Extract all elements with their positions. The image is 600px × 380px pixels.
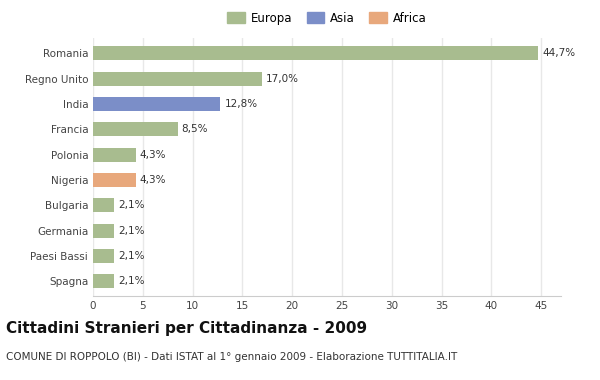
Text: Cittadini Stranieri per Cittadinanza - 2009: Cittadini Stranieri per Cittadinanza - 2… <box>6 321 367 336</box>
Text: COMUNE DI ROPPOLO (BI) - Dati ISTAT al 1° gennaio 2009 - Elaborazione TUTTITALIA: COMUNE DI ROPPOLO (BI) - Dati ISTAT al 1… <box>6 352 457 361</box>
Text: 2,1%: 2,1% <box>118 276 145 286</box>
Bar <box>93 122 178 136</box>
Text: 4,3%: 4,3% <box>140 150 166 160</box>
Text: 44,7%: 44,7% <box>542 48 575 58</box>
Bar <box>93 198 114 212</box>
Legend: Europa, Asia, Africa: Europa, Asia, Africa <box>225 9 429 27</box>
Bar <box>93 173 136 187</box>
Bar <box>93 223 114 238</box>
Text: 12,8%: 12,8% <box>224 99 257 109</box>
Bar <box>93 46 538 60</box>
Text: 8,5%: 8,5% <box>182 124 208 134</box>
Text: 2,1%: 2,1% <box>118 251 145 261</box>
Bar <box>93 71 262 86</box>
Text: 2,1%: 2,1% <box>118 200 145 210</box>
Bar <box>93 274 114 288</box>
Bar <box>93 249 114 263</box>
Bar <box>93 97 220 111</box>
Bar <box>93 147 136 162</box>
Text: 2,1%: 2,1% <box>118 226 145 236</box>
Text: 17,0%: 17,0% <box>266 74 299 84</box>
Text: 4,3%: 4,3% <box>140 175 166 185</box>
